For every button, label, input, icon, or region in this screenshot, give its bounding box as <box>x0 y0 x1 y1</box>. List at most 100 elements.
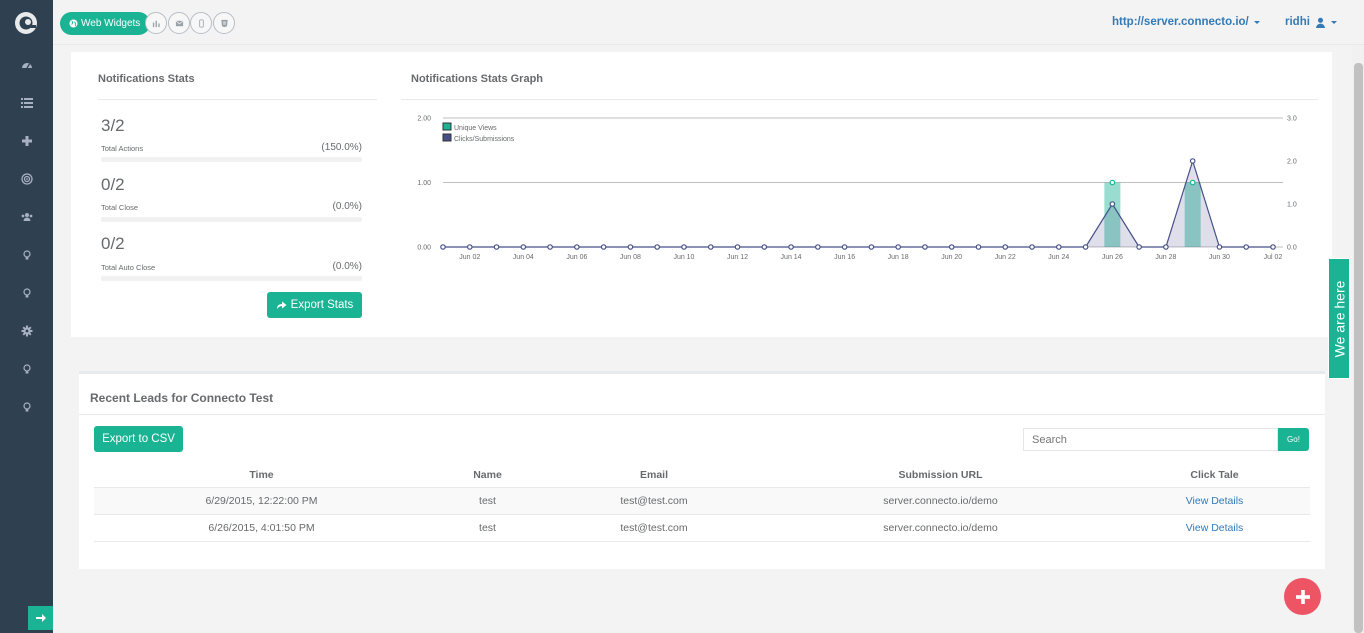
sidebar-settings-gear-icon[interactable] <box>0 321 53 341</box>
column-header-name[interactable]: Name <box>473 468 502 481</box>
sidebar-dashboard-icon[interactable] <box>0 55 53 75</box>
chevron-down-icon <box>1253 20 1260 24</box>
point-clicks-submissions <box>1243 244 1250 250</box>
divider <box>79 414 1325 415</box>
point-clicks-submissions <box>681 244 687 250</box>
server-url-dropdown[interactable]: http://server.connecto.io/ <box>1112 16 1260 28</box>
sidebar-bulb-icon[interactable] <box>0 283 53 303</box>
point-clicks-submissions <box>1270 244 1276 250</box>
lead-submission-url: server.connecto.io/demo <box>883 495 998 507</box>
envelope-icon <box>175 20 183 26</box>
y-left-tick-label: 2.00 <box>417 116 431 123</box>
total-actions-label: Total Actions <box>101 144 144 153</box>
x-tick-label: Jun 14 <box>781 254 802 261</box>
x-tick-label: Jun 18 <box>888 254 909 261</box>
share-arrow-icon <box>276 301 287 309</box>
notifications-stats-chart: 0.00 1.00 2.00 0.0 1.0 2.0 3.0 Jun 02 Jun 04 Jun … <box>417 116 1297 262</box>
point-clicks-submissions <box>520 244 527 250</box>
sidebar-plus-icon[interactable] <box>0 131 53 151</box>
email-button[interactable] <box>168 12 190 34</box>
point-clicks-submissions <box>1056 244 1062 250</box>
export-stats-button[interactable]: Export Stats <box>267 292 362 318</box>
point-clicks-submissions <box>574 244 580 250</box>
legend-swatch-clicks-submissions <box>442 133 452 142</box>
point-clicks-submissions <box>440 244 446 250</box>
sidebar-bulb-icon[interactable] <box>0 359 53 379</box>
x-tick-label: Jun 26 <box>1102 254 1123 261</box>
point-clicks-submissions <box>922 244 928 250</box>
point-clicks-submissions <box>1082 244 1089 250</box>
column-header-time[interactable]: Time <box>249 468 274 481</box>
y-right-tick-label: 3.0 <box>1287 116 1297 123</box>
lead-email: test@test.com <box>620 495 688 507</box>
point-clicks-submissions <box>707 244 714 250</box>
y-right-tick-label: 2.0 <box>1287 159 1297 166</box>
user-menu-dropdown[interactable]: ridhi <box>1285 16 1337 28</box>
add-floating-button[interactable] <box>1284 578 1321 615</box>
y-right-tick-label: 0.0 <box>1287 245 1297 252</box>
expand-sidebar-arrow-icon[interactable] <box>28 606 53 630</box>
sidebar-bulb-icon[interactable] <box>0 245 53 265</box>
column-header-click-tale[interactable]: Click Tale <box>1190 468 1239 481</box>
view-details-link[interactable]: View Details <box>1185 522 1244 534</box>
total-auto-close-progress <box>101 276 362 281</box>
lead-time: 6/29/2015, 12:22:00 PM <box>205 495 318 507</box>
lead-submission-url: server.connecto.io/demo <box>883 522 998 534</box>
point-clicks-submissions <box>493 244 500 250</box>
plus-icon <box>1295 589 1310 604</box>
web-widgets-button[interactable]: Web Widgets <box>60 12 151 35</box>
total-close-percent: (0.0%) <box>332 201 362 212</box>
total-auto-close-label: Total Auto Close <box>101 263 156 272</box>
x-tick-label: Jun 12 <box>727 254 748 261</box>
x-tick-label: Jun 06 <box>566 254 587 261</box>
lead-time: 6/26/2015, 4:01:50 PM <box>208 522 315 534</box>
divider <box>401 99 1318 100</box>
total-auto-close-value: 0/2 <box>101 234 125 253</box>
x-tick-label: Jun 08 <box>620 254 641 261</box>
export-stats-label: Export Stats <box>290 299 354 311</box>
connecto-logo-icon[interactable] <box>14 11 38 35</box>
point-clicks-submissions <box>815 244 821 250</box>
analytics-button[interactable] <box>145 12 167 34</box>
graph-title: Notifications Stats Graph <box>411 73 544 85</box>
column-header-submission-url[interactable]: Submission URL <box>898 468 983 481</box>
user-icon <box>1316 17 1325 28</box>
x-tick-label: Jun 16 <box>834 254 855 261</box>
point-clicks-submissions <box>1109 201 1116 207</box>
point-clicks-submissions <box>1029 244 1035 250</box>
legend-label-clicks-submissions: Clicks/Submissions <box>454 136 515 143</box>
go-button[interactable]: Go! <box>1278 428 1309 451</box>
scrollbar-thumb[interactable] <box>1354 63 1363 633</box>
sidebar-users-icon[interactable] <box>0 207 53 227</box>
point-clicks-submissions <box>761 244 768 250</box>
x-tick-label: Jun 22 <box>995 254 1016 261</box>
go-label: Go! <box>1287 435 1300 444</box>
we-are-here-feedback-tab[interactable]: We are here <box>1328 258 1350 379</box>
chevron-down-icon <box>1330 20 1337 24</box>
view-details-link[interactable]: View Details <box>1185 495 1244 507</box>
search-input[interactable] <box>1023 428 1278 451</box>
x-tick-label: Jun 04 <box>513 254 534 261</box>
total-close-label: Total Close <box>101 203 139 212</box>
total-auto-close-percent: (0.0%) <box>332 261 362 272</box>
total-actions-percent: (150.0%) <box>321 142 362 153</box>
point-unique-views <box>1189 179 1196 186</box>
y-right-tick-label: 1.0 <box>1287 202 1297 209</box>
point-clicks-submissions <box>868 244 875 250</box>
point-unique-views <box>1109 179 1116 186</box>
sidebar-bulb-icon[interactable] <box>0 397 53 417</box>
point-clicks-submissions <box>654 244 660 250</box>
sidebar-list-icon[interactable] <box>0 93 53 113</box>
point-clicks-submissions <box>975 244 982 250</box>
sidebar-target-icon[interactable] <box>0 169 53 189</box>
column-header-email[interactable]: Email <box>639 468 668 481</box>
total-actions-progress <box>101 157 362 162</box>
x-tick-label: Jun 30 <box>1209 254 1230 261</box>
leads-title: Recent Leads for Connecto Test <box>90 391 274 405</box>
export-csv-button[interactable]: Export to CSV <box>94 426 183 452</box>
mobile-button[interactable] <box>190 12 212 34</box>
html5-button[interactable] <box>213 12 235 34</box>
point-clicks-submissions <box>1163 244 1169 250</box>
point-clicks-submissions <box>948 244 955 250</box>
divider <box>98 99 377 100</box>
